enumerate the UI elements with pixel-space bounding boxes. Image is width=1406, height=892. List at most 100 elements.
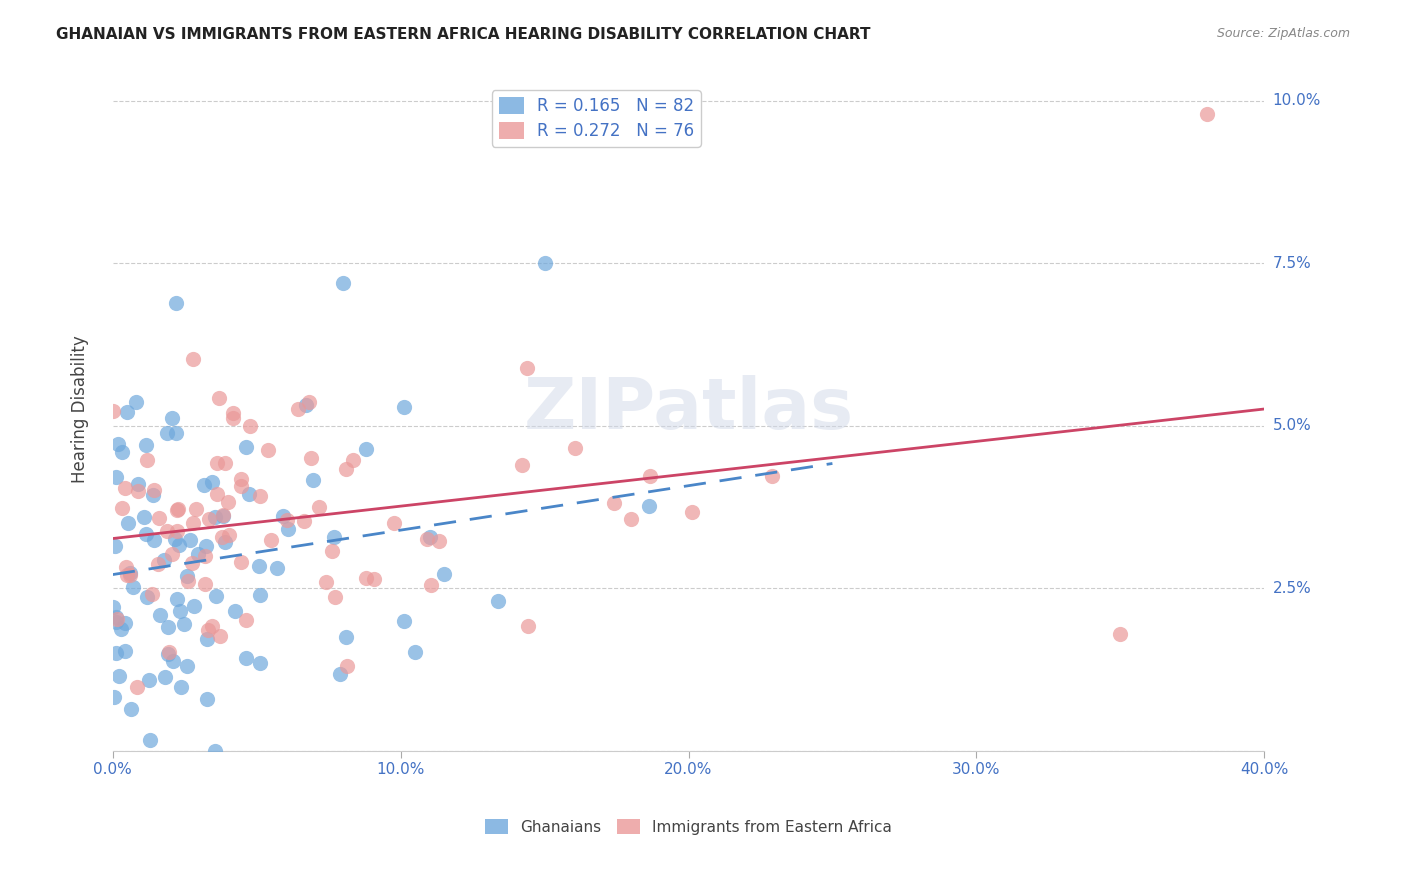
Point	[287, 402, 309, 417]
Point	[156, 524, 179, 538]
Point	[235, 440, 257, 454]
Point	[433, 566, 456, 581]
Point	[209, 629, 232, 643]
Point	[136, 453, 159, 467]
Point	[181, 516, 204, 531]
Point	[117, 516, 139, 531]
Point	[212, 508, 235, 522]
Point	[166, 502, 188, 516]
Point	[266, 561, 288, 575]
Point	[195, 539, 218, 553]
Point	[301, 473, 323, 487]
Point	[332, 276, 354, 290]
Point	[382, 516, 405, 531]
Point	[115, 568, 138, 582]
Point	[354, 571, 377, 585]
Point	[204, 510, 226, 524]
Point	[142, 533, 165, 547]
Point	[132, 510, 155, 524]
Point	[195, 691, 218, 706]
Point	[111, 445, 134, 459]
Point	[229, 479, 252, 493]
Point	[354, 442, 377, 456]
Point	[156, 648, 179, 662]
Point	[135, 438, 157, 452]
Point	[212, 508, 235, 523]
Point	[197, 623, 219, 637]
Point	[195, 632, 218, 646]
Point	[160, 547, 183, 561]
Point	[229, 555, 252, 569]
Point	[114, 615, 136, 630]
Point	[139, 733, 162, 747]
Text: ZIPatlas: ZIPatlas	[523, 375, 853, 444]
Point	[167, 538, 190, 552]
Point	[533, 256, 555, 270]
Point	[180, 556, 202, 570]
Point	[363, 572, 385, 586]
Point	[121, 580, 143, 594]
Point	[104, 615, 127, 629]
Point	[107, 669, 129, 683]
Point	[149, 608, 172, 623]
Point	[427, 533, 450, 548]
Point	[169, 604, 191, 618]
Point	[249, 588, 271, 602]
Point	[143, 483, 166, 498]
Point	[114, 560, 136, 574]
Point	[138, 673, 160, 687]
Point	[211, 530, 233, 544]
Point	[510, 458, 533, 472]
Point	[105, 610, 128, 624]
Point	[153, 553, 176, 567]
Point	[221, 410, 243, 425]
Point	[249, 489, 271, 503]
Point	[214, 456, 236, 470]
Point	[1109, 626, 1132, 640]
Point	[222, 406, 245, 420]
Point	[235, 650, 257, 665]
Point	[148, 511, 170, 525]
Point	[142, 488, 165, 502]
Point	[273, 509, 295, 524]
Point	[177, 574, 200, 588]
Point	[638, 468, 661, 483]
Text: Source: ZipAtlas.com: Source: ZipAtlas.com	[1216, 27, 1350, 40]
Point	[205, 487, 228, 501]
Point	[173, 616, 195, 631]
Point	[156, 425, 179, 440]
Point	[235, 613, 257, 627]
Point	[200, 475, 222, 489]
Point	[105, 611, 128, 625]
Point	[404, 645, 426, 659]
Text: 5.0%: 5.0%	[1272, 418, 1312, 434]
Point	[516, 619, 538, 633]
Point	[516, 361, 538, 376]
Point	[247, 559, 270, 574]
Point	[117, 405, 139, 419]
Point	[277, 522, 299, 536]
Point	[394, 614, 416, 628]
Point	[238, 486, 260, 500]
Point	[204, 743, 226, 757]
Point	[276, 513, 298, 527]
Point	[638, 500, 661, 514]
Point	[179, 533, 201, 547]
Point	[167, 501, 190, 516]
Point	[105, 470, 128, 484]
Point	[419, 578, 441, 592]
Point	[110, 622, 132, 636]
Point	[323, 590, 346, 604]
Point	[165, 296, 187, 310]
Point	[170, 681, 193, 695]
Point	[166, 592, 188, 607]
Point	[103, 690, 125, 705]
Text: 7.5%: 7.5%	[1272, 256, 1312, 271]
Point	[184, 502, 207, 516]
Point	[176, 569, 198, 583]
Point	[165, 533, 187, 547]
Point	[111, 500, 134, 515]
Point	[603, 496, 626, 510]
Point	[322, 530, 344, 544]
Point	[231, 472, 253, 486]
